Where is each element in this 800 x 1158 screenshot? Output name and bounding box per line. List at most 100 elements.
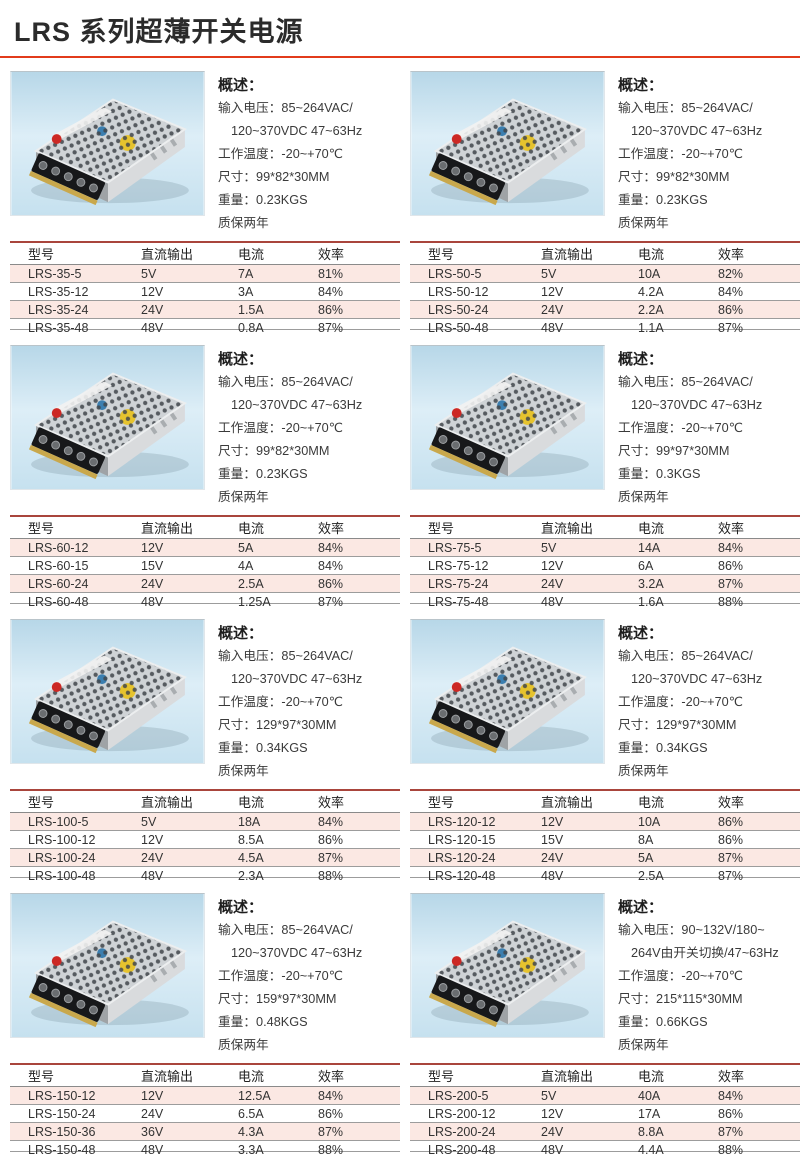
table-cell: 5A: [638, 849, 718, 867]
table-cell: 6A: [638, 557, 718, 575]
spec-line: 重量：0.34KGS: [218, 737, 362, 760]
table-cell: 14A: [638, 539, 718, 557]
table-cell: 84%: [318, 813, 400, 831]
product-photo: [10, 893, 205, 1038]
table-cell: 2.2A: [638, 301, 718, 319]
table-cell: 12V: [541, 557, 638, 575]
table-cell: 84%: [318, 557, 400, 575]
spec-line: 尺寸：99*82*30MM: [218, 166, 362, 189]
table-cell: 12V: [141, 539, 238, 557]
column-header: 电流: [638, 1064, 718, 1087]
table-cell: 86%: [318, 1105, 400, 1123]
column-header: 电流: [638, 242, 718, 265]
spec-line: 尺寸：129*97*30MM: [218, 714, 362, 737]
table-cell: 3A: [238, 283, 318, 301]
table-cell: LRS-120-15: [410, 831, 541, 849]
column-header: 直流输出: [541, 242, 638, 265]
spec-line: 质保两年: [618, 1034, 779, 1057]
table-cell: LRS-60-15: [10, 557, 141, 575]
spec-line: 工作温度：-20~+70℃: [218, 143, 362, 166]
table-cell: 86%: [718, 1105, 800, 1123]
table-cell: 8A: [638, 831, 718, 849]
table-cell: 36V: [141, 1123, 238, 1141]
table-cell: LRS-100-48: [10, 867, 141, 885]
title-underline: [0, 56, 800, 58]
table-cell: 5V: [141, 813, 238, 831]
power-supply-illustration: [11, 346, 204, 489]
table-cell: 15V: [141, 557, 238, 575]
column-header: 直流输出: [141, 242, 238, 265]
table-cell: LRS-60-48: [10, 593, 141, 611]
overview-title: 概述：: [218, 74, 362, 95]
column-header: 电流: [638, 790, 718, 813]
spec-line: 尺寸：159*97*30MM: [218, 988, 362, 1011]
table-cell: 12V: [541, 813, 638, 831]
table-cell: 87%: [718, 849, 800, 867]
table-cell: 87%: [718, 575, 800, 593]
table-header-row: 型号直流输出电流效率: [10, 790, 400, 813]
table-cell: LRS-35-24: [10, 301, 141, 319]
spec-line: 工作温度：-20~+70℃: [618, 417, 762, 440]
column-header: 效率: [318, 1064, 400, 1087]
power-supply-illustration: [11, 620, 204, 763]
overview-title: 概述：: [618, 74, 762, 95]
spec-line: 输入电压：85~264VAC/: [218, 645, 362, 668]
power-supply-illustration: [411, 894, 604, 1037]
table-cell: LRS-75-12: [410, 557, 541, 575]
spec-line: 工作温度：-20~+70℃: [218, 417, 362, 440]
column-header: 电流: [238, 516, 318, 539]
table-cell: 2.3A: [238, 867, 318, 885]
table-cell: 7A: [238, 265, 318, 283]
column-header: 效率: [318, 790, 400, 813]
table-cell: LRS-200-12: [410, 1105, 541, 1123]
table-cell: 12V: [541, 283, 638, 301]
brand-logo-mark: [452, 956, 462, 966]
table-cell: 86%: [718, 813, 800, 831]
brand-logo-mark: [52, 682, 62, 692]
column-header: 电流: [238, 242, 318, 265]
table-cell: 87%: [718, 1123, 800, 1141]
table-cell: LRS-50-12: [410, 283, 541, 301]
product-photo: [10, 619, 205, 764]
spec-line: 120~370VDC 47~63Hz: [618, 668, 762, 691]
column-header: 电流: [638, 516, 718, 539]
table-header-row: 型号直流输出电流效率: [10, 1064, 400, 1087]
overview-title: 概述：: [218, 622, 362, 643]
table-cell: 24V: [541, 849, 638, 867]
spec-line: 尺寸：99*82*30MM: [218, 440, 362, 463]
table-cell: 18A: [238, 813, 318, 831]
brand-logo-mark: [452, 134, 462, 144]
table-cell: 24V: [141, 575, 238, 593]
column-header: 效率: [318, 242, 400, 265]
page-header: LRS 系列超薄开关电源: [0, 0, 800, 58]
power-supply-illustration: [11, 894, 204, 1037]
spec-line: 质保两年: [218, 212, 362, 235]
table-cell: LRS-100-24: [10, 849, 141, 867]
column-header: 型号: [410, 516, 541, 539]
spec-line: 尺寸：99*97*30MM: [618, 440, 762, 463]
table-header-row: 型号直流输出电流效率: [10, 242, 400, 265]
column-header: 电流: [238, 790, 318, 813]
